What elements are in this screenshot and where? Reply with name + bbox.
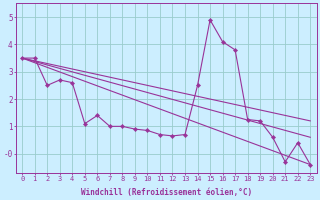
X-axis label: Windchill (Refroidissement éolien,°C): Windchill (Refroidissement éolien,°C)	[81, 188, 252, 197]
